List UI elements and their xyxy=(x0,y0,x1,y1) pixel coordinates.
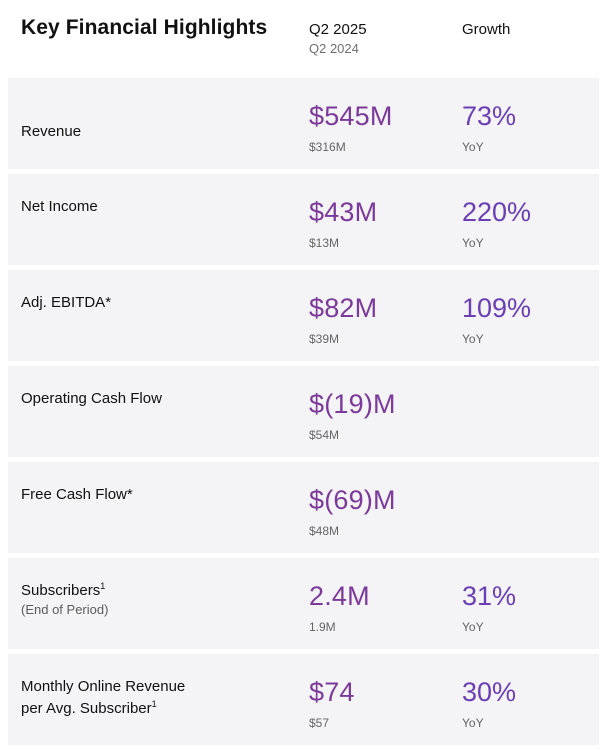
prior-value: $54M xyxy=(309,428,340,442)
period-column-header: Q2 2025 Q2 2024 xyxy=(309,21,367,57)
table-header: Key Financial Highlights Q2 2025 Q2 2024… xyxy=(0,0,611,78)
current-value: $(69)M xyxy=(309,485,396,515)
growth-yoy-label: YoY xyxy=(462,620,484,634)
row-label: Free Cash Flow* xyxy=(21,486,133,503)
growth-value: 30% xyxy=(462,677,517,707)
growth-value: 109% xyxy=(462,293,532,323)
row-sublabel: (End of Period) xyxy=(21,602,109,617)
growth-yoy-label: YoY xyxy=(462,140,484,154)
row-label: Operating Cash Flow xyxy=(21,390,162,407)
growth-value: 73% xyxy=(462,101,517,131)
growth-column-header: Growth xyxy=(462,21,511,38)
row-label: Net Income xyxy=(21,198,98,215)
footnote-marker: 1 xyxy=(100,581,106,591)
prior-value: $13M xyxy=(309,236,340,250)
prior-value: 1.9M xyxy=(309,620,336,634)
row-label: Revenue xyxy=(21,123,82,140)
current-value: $43M xyxy=(309,197,378,227)
row-label: Subscribers1 (End of Period) xyxy=(21,580,108,618)
table-row-net-income: Net Income $43M $13M 220% YoY xyxy=(8,174,599,265)
current-value: 2.4M xyxy=(309,581,370,611)
row-label: Monthly Online Revenue per Avg. Subscrib… xyxy=(21,676,185,720)
current-period-label: Q2 2025 xyxy=(309,21,367,38)
growth-yoy-label: YoY xyxy=(462,716,484,730)
footnote-marker: 1 xyxy=(151,699,157,709)
page-title: Key Financial Highlights xyxy=(21,16,268,39)
growth-yoy-label: YoY xyxy=(462,236,484,250)
row-label-text: Monthly Online Revenue xyxy=(21,678,186,695)
growth-value: 31% xyxy=(462,581,517,611)
prior-value: $39M xyxy=(309,332,340,346)
table-row-revenue: Revenue $545M $316M 73% YoY xyxy=(8,78,599,169)
highlights-table: Revenue $545M $316M 73% YoY Net Income $… xyxy=(8,78,599,750)
row-label-text-line2: per Avg. Subscriber xyxy=(21,700,152,717)
table-row-monthly-online-revenue: Monthly Online Revenue per Avg. Subscrib… xyxy=(8,654,599,745)
prior-value: $57 xyxy=(309,716,330,730)
row-label-text: Subscribers xyxy=(21,582,101,599)
current-value: $82M xyxy=(309,293,378,323)
growth-yoy-label: YoY xyxy=(462,332,484,346)
table-row-free-cash-flow: Free Cash Flow* $(69)M $48M xyxy=(8,462,599,553)
table-row-subscribers: Subscribers1 (End of Period) 2.4M 1.9M 3… xyxy=(8,558,599,649)
table-row-operating-cash-flow: Operating Cash Flow $(19)M $54M xyxy=(8,366,599,457)
prior-value: $48M xyxy=(309,524,340,538)
prior-period-label: Q2 2024 xyxy=(309,41,359,56)
current-value: $74 xyxy=(309,677,355,707)
growth-value: 220% xyxy=(462,197,532,227)
table-row-adj-ebitda: Adj. EBITDA* $82M $39M 109% YoY xyxy=(8,270,599,361)
current-value: $545M xyxy=(309,101,393,131)
current-value: $(19)M xyxy=(309,389,396,419)
row-label: Adj. EBITDA* xyxy=(21,294,112,311)
prior-value: $316M xyxy=(309,140,346,154)
